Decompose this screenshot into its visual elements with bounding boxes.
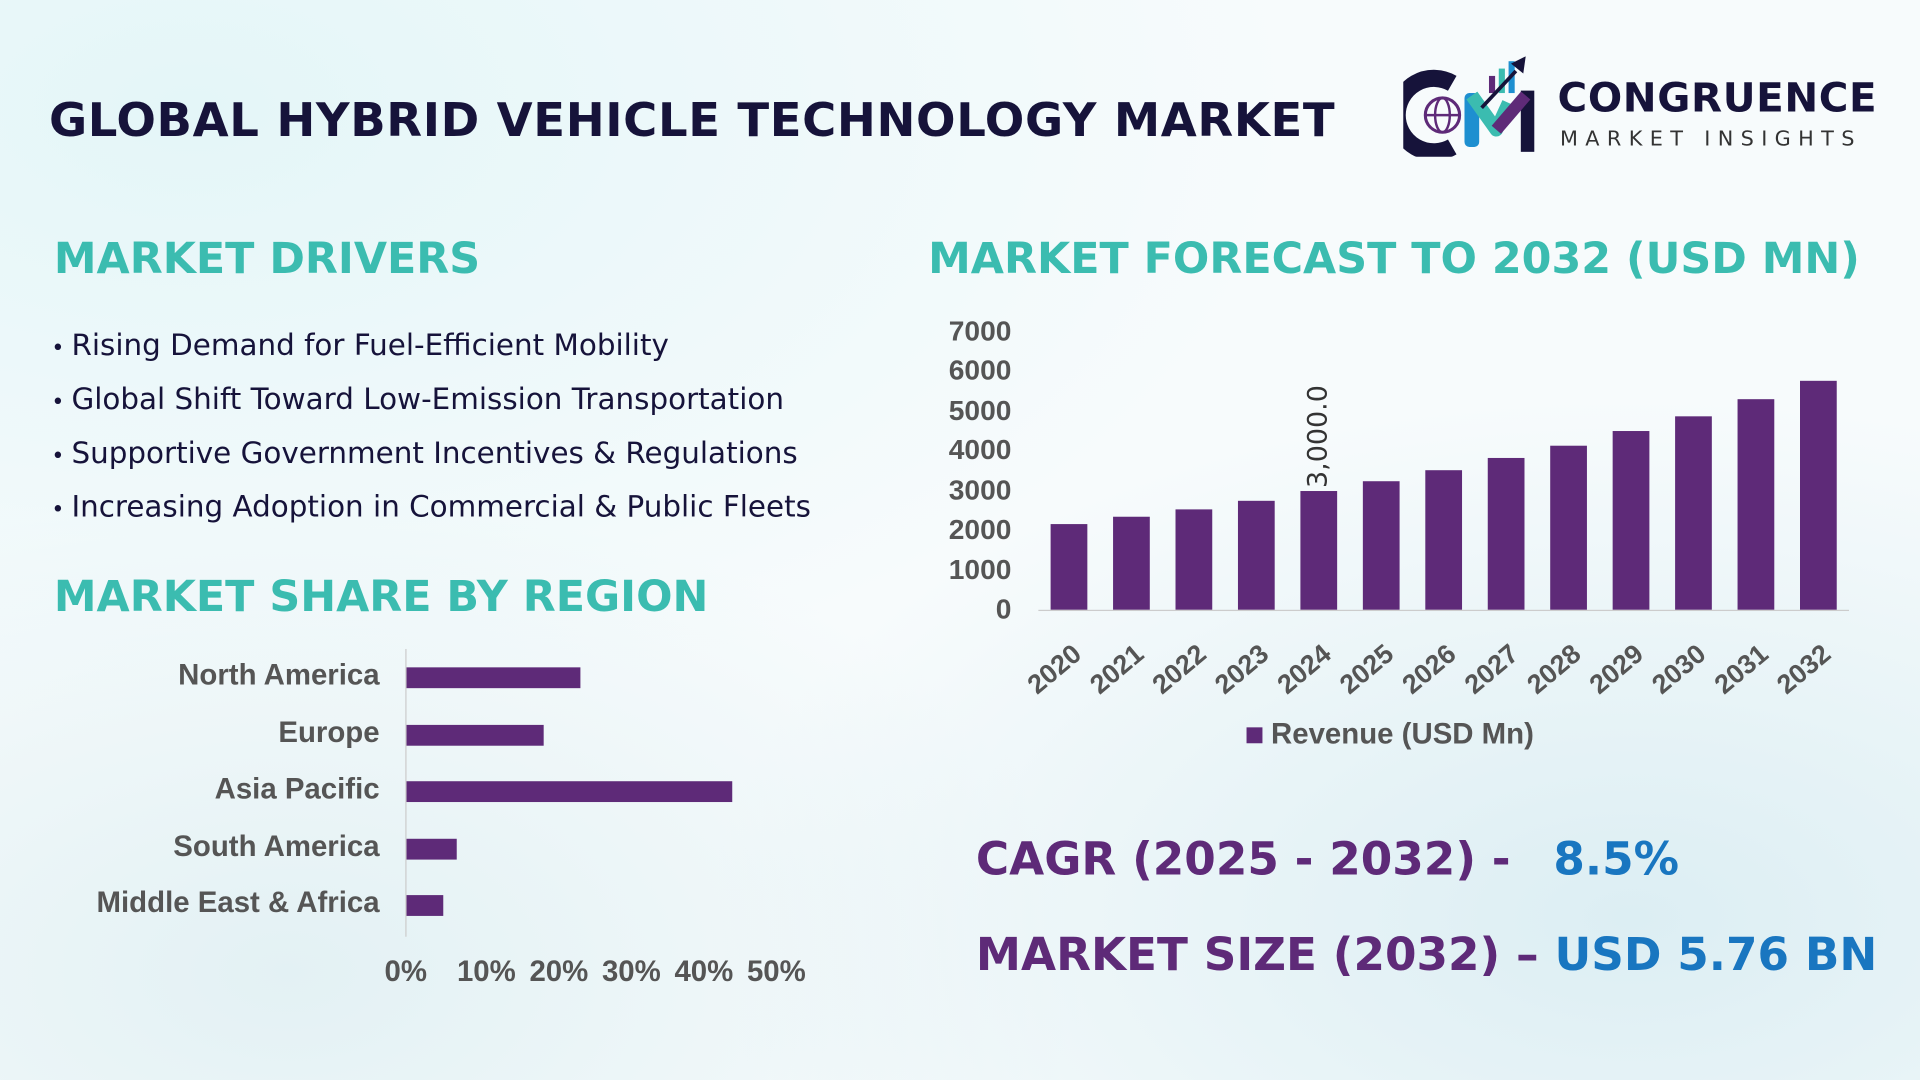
- region-heading: MARKET SHARE BY REGION: [53, 573, 709, 623]
- region-bar: [406, 781, 733, 803]
- y-tick-label: 4000: [948, 433, 1012, 466]
- x-tick-label: 2021: [1083, 638, 1150, 700]
- forecast-bar: [1737, 398, 1775, 610]
- region-label: Asia Pacific: [214, 772, 380, 806]
- cagr-stat: CAGR (2025 - 2032) - 8.5%: [976, 833, 1679, 886]
- y-tick-label: 7000: [948, 314, 1012, 347]
- market-size-value: USD 5.76 BN: [1554, 928, 1878, 981]
- market-size-label: MARKET SIZE (2032) –: [975, 928, 1539, 981]
- x-tick-label: 2031: [1708, 638, 1774, 700]
- forecast-bar: [1487, 457, 1525, 610]
- x-tick-label: 2032: [1770, 638, 1837, 700]
- region-label: North America: [178, 658, 380, 692]
- forecast-bar: [1362, 480, 1400, 610]
- logo-name: CONGRUENCE: [1557, 73, 1878, 122]
- forecast-heading: MARKET FORECAST TO 2032 (USD MN): [928, 235, 1860, 285]
- x-tick-label: 2025: [1333, 638, 1400, 700]
- x-tick-label: 2027: [1458, 638, 1525, 700]
- region-bar: [406, 895, 443, 917]
- cagr-value: 8.5%: [1553, 832, 1680, 886]
- driver-item: Global Shift Toward Low-Emission Transpo…: [51, 377, 810, 431]
- legend-swatch: [1246, 727, 1263, 744]
- forecast-bar: [1175, 509, 1213, 610]
- y-axis-line: [405, 648, 407, 937]
- y-tick-label: 3000: [948, 473, 1012, 506]
- region-label: South America: [173, 829, 380, 864]
- x-tick-label: 2022: [1146, 638, 1212, 700]
- x-tick-label: 30%: [601, 955, 661, 989]
- x-tick-label: 2026: [1396, 638, 1462, 700]
- market-size-stat: MARKET SIZE (2032) – USD 5.76 BN: [976, 928, 1877, 981]
- y-tick-label: 1000: [948, 552, 1012, 585]
- forecast-chart: [0, 0, 1, 1]
- forecast-bar: [1113, 516, 1150, 610]
- x-axis-line: [1038, 609, 1849, 612]
- driver-item: Supportive Government Incentives & Regul…: [51, 431, 810, 485]
- x-tick-label: 2020: [1021, 638, 1087, 700]
- forecast-bar: [1050, 524, 1088, 610]
- logo: [1388, 54, 1545, 161]
- logo-mark-icon: [1388, 56, 1535, 161]
- x-tick-label: 2024: [1271, 638, 1337, 700]
- forecast-bar: [1612, 430, 1650, 610]
- driver-item: Rising Demand for Fuel-Efficient Mobilit…: [51, 323, 810, 377]
- y-tick-label: 5000: [948, 394, 1012, 426]
- page-title: GLOBAL HYBRID VEHICLE TECHNOLOGY MARKET: [48, 93, 1336, 147]
- data-label: 3,000.0: [1303, 384, 1335, 488]
- region-bar: [406, 724, 545, 746]
- x-tick-label: 40%: [674, 955, 734, 989]
- x-tick-label: 20%: [529, 955, 589, 989]
- forecast-bar: [1675, 416, 1712, 610]
- x-tick-label: 2029: [1583, 638, 1650, 700]
- driver-item: Increasing Adoption in Commercial & Publ…: [51, 485, 810, 539]
- drivers-heading: MARKET DRIVERS: [53, 235, 481, 285]
- x-tick-label: 10%: [456, 955, 516, 989]
- legend-label: Revenue (USD Mn): [1271, 717, 1534, 751]
- forecast-bar: [1550, 445, 1587, 610]
- y-tick-label: 0: [995, 592, 1012, 625]
- forecast-bar: [1237, 500, 1275, 610]
- region-label: Europe: [278, 715, 380, 749]
- drivers-list: Rising Demand for Fuel-Efficient Mobilit…: [51, 323, 810, 539]
- region-bar: [406, 667, 581, 689]
- x-tick-label: 2028: [1520, 638, 1587, 700]
- region-label: Middle East & Africa: [96, 887, 380, 921]
- y-tick-label: 6000: [948, 354, 1012, 387]
- cagr-label: CAGR (2025 - 2032) -: [975, 832, 1511, 886]
- x-tick-label: 50%: [746, 955, 806, 989]
- x-tick-label: 2030: [1645, 638, 1712, 700]
- forecast-bar: [1425, 470, 1463, 610]
- forecast-bar: [1800, 381, 1837, 610]
- forecast-bar: [1300, 490, 1338, 610]
- y-tick-label: 2000: [948, 513, 1012, 546]
- logo-tagline: MARKET INSIGHTS: [1560, 127, 1862, 152]
- region-bar: [406, 838, 458, 860]
- x-tick-label: 2023: [1208, 638, 1275, 700]
- x-tick-label: 0%: [384, 955, 427, 989]
